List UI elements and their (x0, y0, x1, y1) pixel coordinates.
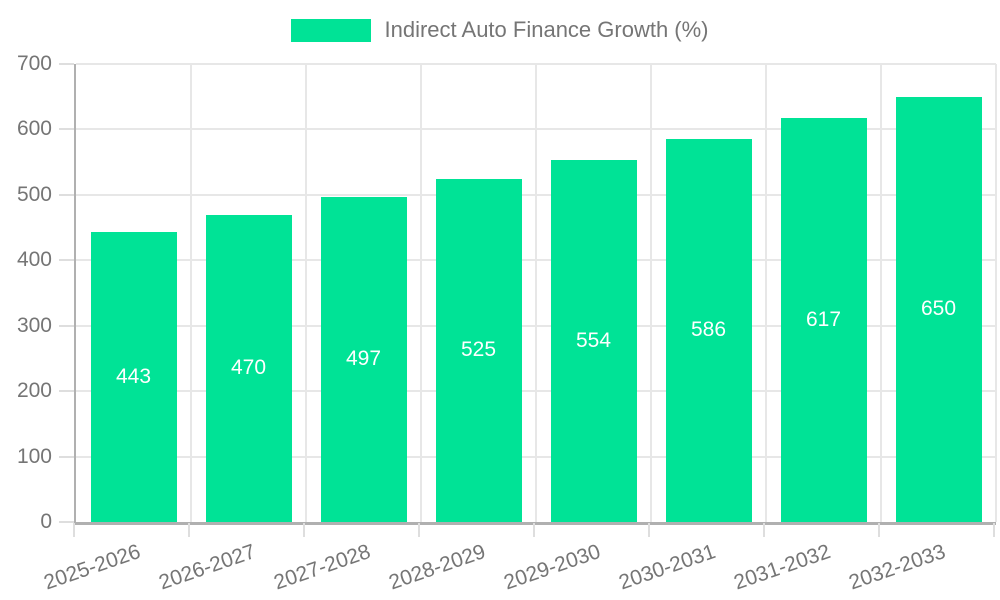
bar-value-label: 497 (345, 347, 382, 371)
bar-value-label: 525 (460, 338, 497, 362)
gridline-vertical (765, 64, 767, 522)
y-tick-label: 200 (16, 379, 52, 403)
y-tick-label: 500 (16, 182, 52, 206)
bar-2030-2031[interactable]: 586 (665, 138, 752, 522)
y-tick-label: 600 (16, 117, 52, 141)
gridline-vertical (305, 64, 307, 522)
bar-2031-2032[interactable]: 617 (780, 118, 867, 522)
x-axis-tick (73, 523, 75, 537)
x-axis-tick (303, 523, 305, 537)
y-tick-label: 100 (16, 444, 52, 468)
gridline-vertical (650, 64, 652, 522)
legend-item[interactable]: Indirect Auto Finance Growth (%) (0, 17, 1000, 43)
gridline-vertical (420, 64, 422, 522)
x-axis-tick (763, 523, 765, 537)
y-axis-tick (59, 193, 74, 196)
bar-2028-2029[interactable]: 525 (435, 178, 522, 522)
y-tick-label: 300 (16, 313, 52, 337)
y-axis-tick (59, 455, 74, 458)
x-axis-tick (878, 523, 880, 537)
y-tick-label: 0 (40, 510, 52, 533)
y-axis-tick (59, 521, 74, 523)
x-axis-tick (993, 523, 995, 537)
bar-2029-2030[interactable]: 554 (550, 159, 637, 522)
gridline-vertical (880, 64, 882, 522)
bar-value-label: 617 (805, 308, 842, 332)
x-axis-tick (418, 523, 420, 537)
x-axis-tick (648, 523, 650, 537)
plot-area: 443 470 497 525 554 586 617 650 (74, 63, 997, 525)
bar-2025-2026[interactable]: 443 (90, 232, 177, 522)
bar-value-label: 586 (690, 318, 727, 342)
bar-2027-2028[interactable]: 497 (320, 196, 407, 522)
legend-label: Indirect Auto Finance Growth (%) (384, 17, 709, 42)
y-axis-tick (59, 390, 74, 393)
y-axis-tick (59, 128, 74, 131)
bar-value-label: 470 (230, 356, 267, 380)
legend-swatch (291, 18, 372, 42)
y-axis-tick (59, 259, 74, 262)
y-tick-label: 700 (16, 52, 52, 75)
x-axis-tick (188, 523, 190, 537)
y-axis-tick (59, 324, 74, 327)
gridline-vertical (995, 64, 997, 522)
y-tick-label: 400 (16, 248, 52, 272)
bar-value-label: 554 (575, 328, 612, 352)
bar-2032-2033[interactable]: 650 (895, 96, 982, 522)
y-axis-tick (59, 63, 74, 65)
gridline-vertical (535, 64, 537, 522)
bar-value-label: 443 (115, 365, 152, 389)
x-axis-tick (533, 523, 535, 537)
bar-2026-2027[interactable]: 470 (205, 214, 292, 522)
gridline-vertical (190, 64, 192, 522)
bar-value-label: 650 (920, 297, 957, 321)
